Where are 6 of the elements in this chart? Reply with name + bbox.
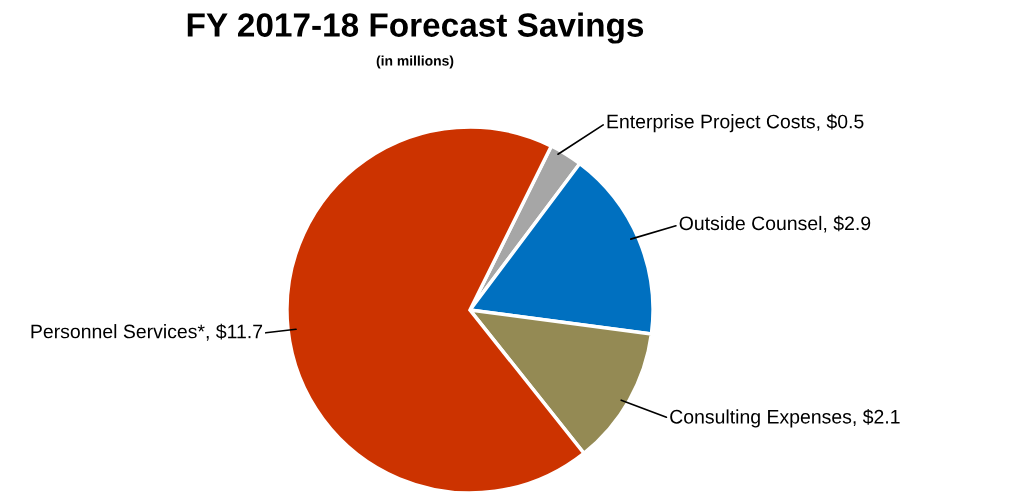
slice-label: Personnel Services*, $11.7	[31, 323, 263, 341]
slice-label: Outside Counsel, $2.9	[679, 215, 871, 233]
chart-subtitle: (in millions)	[376, 55, 454, 69]
slice-label: Consulting Expenses, $2.1	[670, 409, 900, 428]
chart-title: FY 2017-18 Forecast Savings	[187, 12, 644, 44]
slice-label: Enterprise Project Costs, $0.5	[607, 113, 864, 133]
